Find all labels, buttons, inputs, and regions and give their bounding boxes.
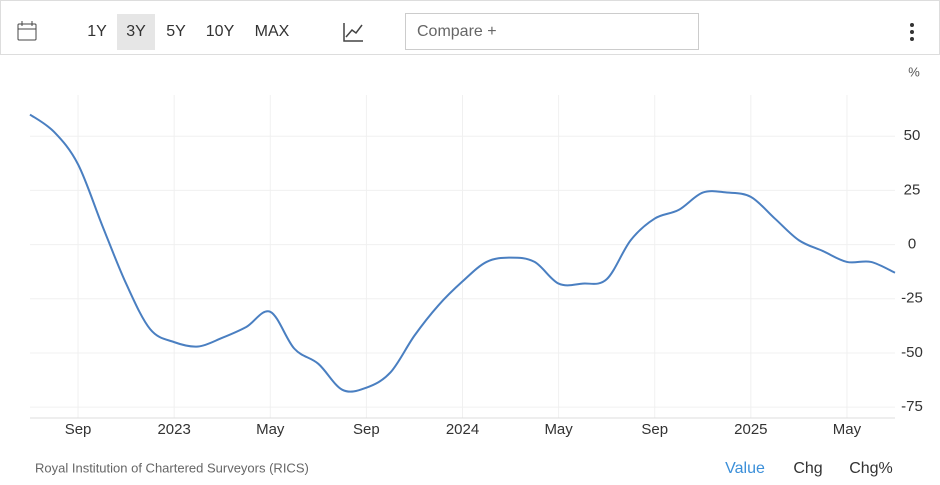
y-tick-label: -75 bbox=[901, 398, 923, 415]
chart-type-icon[interactable] bbox=[343, 23, 363, 42]
compare-placeholder: Compare + bbox=[417, 23, 497, 40]
x-tick-label: Sep bbox=[353, 421, 380, 438]
source: Royal Institution of Chartered Surveyors… bbox=[35, 460, 309, 475]
range-button[interactable]: 5Y bbox=[166, 23, 186, 40]
range-button[interactable]: 1Y bbox=[87, 23, 107, 40]
compare-input[interactable] bbox=[405, 13, 699, 50]
x-tick-label: 2023 bbox=[157, 421, 190, 438]
menu-icon[interactable] bbox=[910, 23, 914, 41]
y-tick-label: -50 bbox=[901, 344, 923, 361]
x-tick-label: May bbox=[256, 421, 285, 438]
x-tick-label: Sep bbox=[65, 421, 92, 438]
view-tab[interactable]: Chg% bbox=[849, 460, 893, 477]
y-unit: % bbox=[908, 64, 920, 79]
x-tick-label: 2024 bbox=[446, 421, 479, 438]
y-tick-label: 50 bbox=[904, 127, 921, 144]
range-button[interactable]: 10Y bbox=[206, 23, 235, 40]
x-tick-label: Sep bbox=[641, 421, 668, 438]
view-tab[interactable]: Value bbox=[725, 460, 765, 477]
x-tick-label: 2025 bbox=[734, 421, 767, 438]
range-selected-bg bbox=[117, 14, 155, 50]
x-tick-label: May bbox=[544, 421, 573, 438]
data-line bbox=[29, 113, 896, 393]
y-tick-label: -25 bbox=[901, 290, 923, 307]
y-tick-label: 0 bbox=[908, 236, 916, 253]
range-button[interactable]: 3Y bbox=[126, 23, 146, 40]
range-button[interactable]: MAX bbox=[255, 23, 290, 40]
view-tab[interactable]: Chg bbox=[793, 460, 822, 477]
x-tick-label: May bbox=[833, 421, 862, 438]
y-tick-label: 25 bbox=[904, 181, 921, 198]
calendar-icon[interactable] bbox=[17, 21, 37, 41]
